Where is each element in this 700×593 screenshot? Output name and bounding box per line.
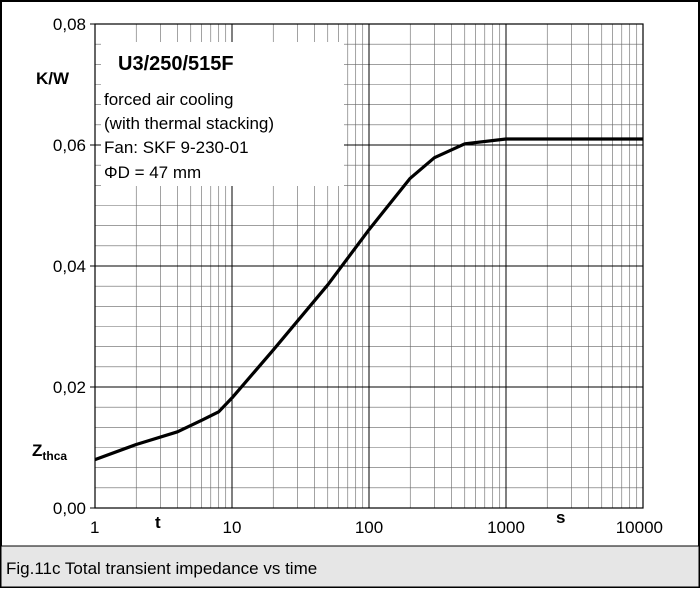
y-tick-label: 0,08	[53, 15, 86, 34]
y-tick-label: 0,00	[53, 499, 86, 518]
caption-band	[0, 545, 700, 588]
y-tick-label: 0,04	[53, 257, 86, 276]
x-tick-label: 10000	[616, 518, 663, 537]
annotation-title: U3/250/515F	[118, 53, 234, 75]
caption: Fig.11c Total transient impedance vs tim…	[6, 559, 317, 578]
annotation-line: Fan: SKF 9-230-01	[104, 138, 249, 157]
y-symbol-sub: thca	[42, 449, 67, 463]
annotation-box	[101, 42, 344, 186]
plot-border	[94, 23, 644, 509]
y-symbol-main: Z	[32, 441, 42, 460]
y-symbol: Zthca	[32, 441, 67, 463]
annotation-line: ΦD = 47 mm	[104, 163, 201, 182]
y-tick-label: 0,06	[53, 136, 86, 155]
curve-layer	[94, 137, 643, 462]
x-symbol: t	[155, 513, 161, 532]
annotation-line: forced air cooling	[104, 90, 233, 109]
x-unit: s	[556, 508, 565, 527]
annotation-line: (with thermal stacking)	[104, 114, 274, 133]
curve	[94, 137, 643, 462]
x-tick-label: 100	[355, 518, 383, 537]
x-tick-label: 10	[223, 518, 242, 537]
x-tick-label: 1000	[487, 518, 525, 537]
x-tick-label: 1	[90, 518, 99, 537]
y-tick-label: 0,02	[53, 378, 86, 397]
y-unit: K/W	[36, 69, 70, 88]
